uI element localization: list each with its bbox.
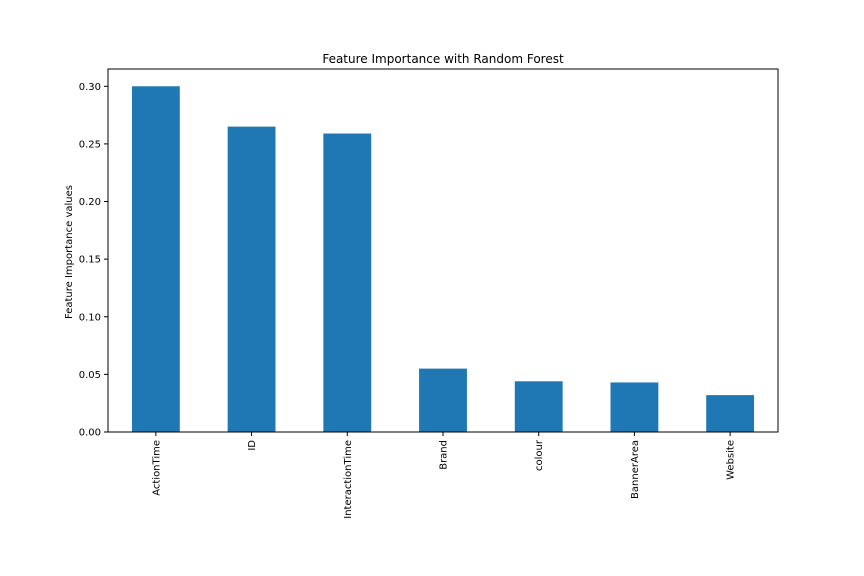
y-tick-label: 0.20 [79, 197, 101, 208]
x-tick-label: BannerArea [630, 440, 641, 499]
plot-area: 0.00 0.05 0.10 0.15 0.20 0.25 0.30 ActionTime ID… [79, 68, 779, 519]
bar-BannerArea [610, 382, 659, 432]
y-tick-label: 0.30 [79, 82, 101, 93]
x-tick-label: Brand [439, 440, 450, 470]
x-tick-label: InteractionTime [343, 440, 354, 519]
y-tick-label: 0.25 [79, 139, 101, 150]
bar-ActionTime [131, 86, 180, 432]
y-tick-label: 0.00 [79, 428, 101, 439]
x-tick-label: ActionTime [151, 440, 162, 496]
y-tick-label: 0.15 [79, 255, 101, 266]
x-tick-label: Website [726, 440, 737, 480]
x-tick-label: ID [247, 440, 258, 451]
bar-ID [227, 126, 276, 433]
bar-Website [706, 395, 755, 432]
bar-Brand [419, 368, 467, 432]
x-tick-label: colour [534, 439, 545, 471]
bar-colour [514, 381, 563, 432]
y-tick-label: 0.10 [79, 312, 101, 323]
y-tick-label: 0.05 [79, 370, 101, 381]
bar-InteractionTime [323, 133, 372, 432]
y-axis-label: Feature Importance values [64, 185, 75, 319]
chart-title: Feature Importance with Random Forest [322, 52, 564, 66]
